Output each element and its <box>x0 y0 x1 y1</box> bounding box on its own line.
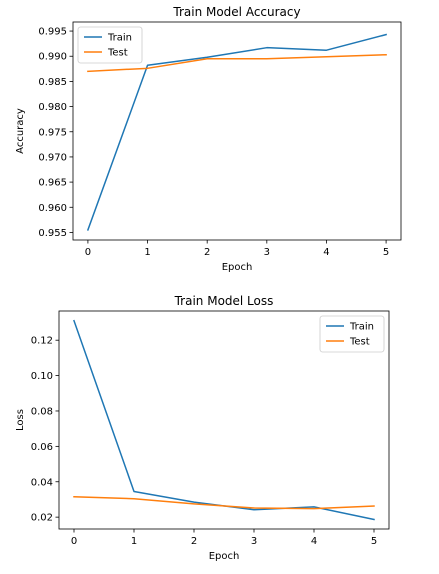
data-point-train <box>147 64 149 66</box>
data-point-test <box>266 58 268 60</box>
data-point-train <box>133 491 135 493</box>
x-tick-label: 1 <box>144 247 150 258</box>
x-tick-label: 4 <box>323 247 329 258</box>
y-tick-label: 0.960 <box>38 203 67 214</box>
data-point-test <box>326 56 328 58</box>
data-point-test <box>206 58 208 60</box>
y-tick-label: 0.12 <box>31 336 53 347</box>
legend-label-train: Train <box>349 322 374 333</box>
legend: Train Test <box>319 315 385 353</box>
y-tick-label: 0.980 <box>38 102 67 113</box>
data-point-test <box>313 508 315 510</box>
data-point-test <box>193 503 195 505</box>
x-tick-label: 5 <box>383 247 389 258</box>
data-point-train <box>326 49 328 51</box>
chart-title: Train Model Accuracy <box>172 5 300 19</box>
series-line-test <box>87 53 387 73</box>
data-point-train <box>385 34 387 36</box>
y-tick-label: 0.985 <box>38 77 67 88</box>
y-axis-label: Accuracy <box>15 108 26 154</box>
x-tick-label: 3 <box>251 536 257 547</box>
data-point-test <box>73 496 75 498</box>
series-line-test <box>73 496 375 510</box>
data-point-train <box>206 56 208 58</box>
y-tick-label: 0.10 <box>31 371 53 382</box>
x-tick-label: 4 <box>311 536 317 547</box>
data-point-test <box>373 505 375 507</box>
x-tick-label: 2 <box>191 536 197 547</box>
data-point-train <box>253 509 255 511</box>
y-tick-label: 0.955 <box>38 228 67 239</box>
data-point-test <box>385 54 387 56</box>
chart-1: Train Model Accuracy 0 1 2 3 4 5 0.955 0.960 0.96… <box>15 5 402 273</box>
legend-label-test: Test <box>349 337 370 348</box>
x-tick-label: 1 <box>131 536 137 547</box>
y-tick-label: 0.975 <box>38 127 67 138</box>
series-line-train <box>86 33 388 231</box>
legend: Train Test <box>77 26 143 64</box>
data-point-train <box>373 519 375 521</box>
x-axis-label: Epoch <box>209 551 240 562</box>
legend-box <box>77 26 143 64</box>
chart-2: Train Model Loss 0 1 2 3 4 5 0.02 0.04 0.06 0.08 0.… <box>15 294 390 562</box>
data-point-test <box>87 71 89 73</box>
y-tick-label: 0.970 <box>38 152 67 163</box>
data-point-test <box>133 498 135 500</box>
data-point-train <box>193 501 195 503</box>
y-tick-label: 0.08 <box>31 406 53 417</box>
plot-frame <box>72 21 402 241</box>
legend-box <box>319 315 385 353</box>
data-point-train <box>313 506 315 508</box>
x-tick-label: 5 <box>371 536 377 547</box>
x-tick-label: 2 <box>204 247 210 258</box>
x-tick-label: 3 <box>264 247 270 258</box>
y-tick-label: 0.04 <box>31 477 53 488</box>
x-tick-label: 0 <box>85 247 91 258</box>
chart-title: Train Model Loss <box>174 294 274 308</box>
data-point-train <box>87 229 89 231</box>
y-tick-label: 0.02 <box>31 513 53 524</box>
data-point-test <box>147 68 149 70</box>
x-axis-label: Epoch <box>222 262 253 273</box>
y-tick-label: 0.965 <box>38 178 67 189</box>
y-tick-label: 0.990 <box>38 52 67 63</box>
data-point-test <box>253 507 255 509</box>
y-tick-label: 0.995 <box>38 27 67 38</box>
plot-frame <box>58 310 390 530</box>
y-axis-label: Loss <box>15 409 26 431</box>
data-point-train <box>73 320 75 322</box>
legend-label-test: Test <box>107 48 128 59</box>
data-point-train <box>266 47 268 49</box>
x-tick-label: 0 <box>71 536 77 547</box>
legend-label-train: Train <box>107 33 132 44</box>
y-tick-label: 0.06 <box>31 442 53 453</box>
